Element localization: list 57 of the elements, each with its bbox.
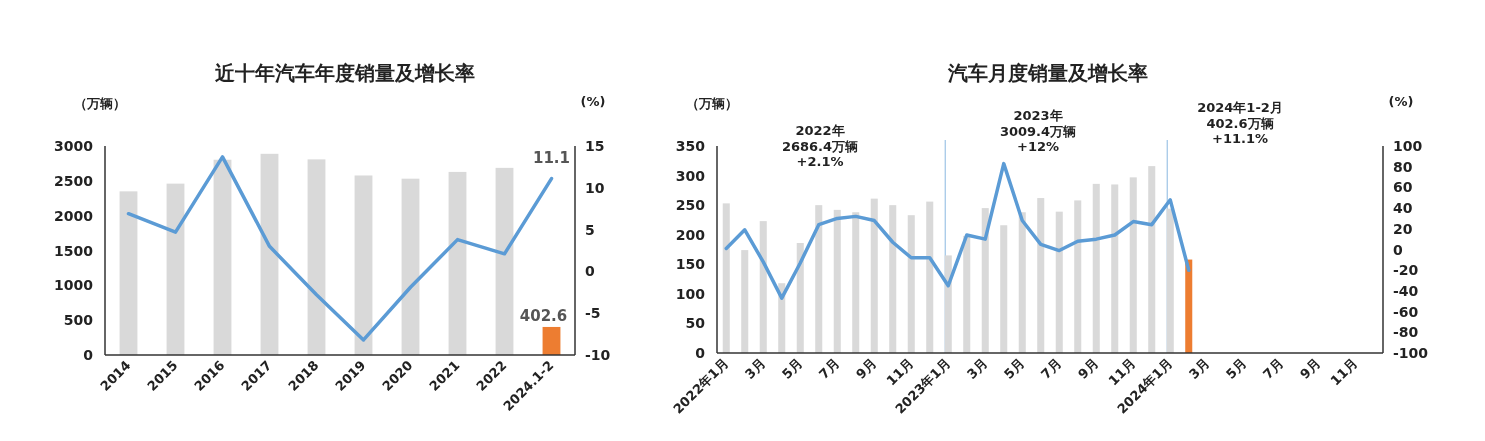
y2-tick-label: 0 [1393, 241, 1403, 258]
y2-tick-label: 5 [585, 221, 595, 238]
y2-tick-label: 60 [1393, 179, 1413, 196]
y-tick-label: 200 [675, 226, 706, 243]
y2-tick-label: 10 [585, 179, 605, 196]
x-tick-label: 3月 [742, 355, 769, 382]
y-tick-label: 350 [675, 138, 706, 154]
annotation: 2024年1-2月 402.6万辆 +11.1% [1197, 100, 1283, 147]
y-tick-label: 2000 [54, 207, 94, 224]
y2-axis-title: (%) [1388, 94, 1414, 109]
x-tick-label: 11月 [1327, 355, 1361, 389]
x-tick-label: 3月 [964, 355, 991, 382]
x-tick-label: 7月 [1038, 355, 1065, 382]
x-tick-label: 9月 [1075, 355, 1102, 382]
chart-title: 近十年汽车年度销量及增长率 [214, 61, 475, 85]
y-axis-title: （万辆） [686, 96, 738, 111]
y-tick-label: 100 [675, 285, 706, 302]
x-tick-label: 3月 [1186, 355, 1213, 382]
x-tick-label: 5月 [1223, 355, 1250, 382]
y2-tick-label: 40 [1393, 200, 1413, 217]
x-tick-label: 7月 [1260, 355, 1287, 382]
y2-tick-label: 80 [1393, 158, 1413, 175]
annotation: 2023年 3009.4万辆 +12% [999, 108, 1077, 155]
x-tick-label: 9月 [853, 355, 880, 382]
y-tick-label: 300 [675, 167, 706, 184]
y2-tick-label: -40 [1393, 282, 1419, 299]
y2-axis-title: (%) [580, 94, 606, 109]
y-tick-label: 150 [675, 256, 706, 273]
data-label: 402.6 [519, 306, 568, 325]
x-tick-label: 5月 [779, 355, 806, 382]
y-tick-label: 0 [695, 345, 706, 361]
y2-tick-label: -100 [1393, 345, 1429, 361]
annotation: 2022年 2686.4万辆 +2.1% [781, 123, 859, 170]
x-tick-label: 5月 [1001, 355, 1028, 382]
x-tick-label: 7月 [816, 355, 843, 382]
y-tick-label: 250 [675, 197, 706, 214]
y2-tick-label: -60 [1393, 303, 1419, 320]
y-tick-label: 0 [83, 347, 94, 363]
y2-tick-label: 0 [585, 263, 595, 280]
y2-tick-label: -80 [1393, 324, 1419, 341]
y2-tick-label: 20 [1393, 220, 1413, 237]
x-tick-label: 9月 [1297, 355, 1324, 382]
y-tick-label: 50 [685, 315, 706, 332]
x-tick-label: 11月 [1105, 355, 1139, 389]
y2-tick-label: -5 [585, 305, 601, 322]
y2-tick-label: -20 [1393, 262, 1419, 279]
y-tick-label: 1000 [54, 277, 94, 294]
y-tick-label: 2500 [54, 172, 94, 189]
y-axis-title: （万辆） [74, 96, 126, 111]
chart-title: 汽车月度销量及增长率 [947, 61, 1148, 85]
y2-tick-label: 100 [1393, 138, 1423, 154]
y2-tick-label: 15 [585, 138, 605, 154]
y-tick-label: 500 [63, 312, 94, 329]
data-label: 11.1 [532, 148, 571, 167]
y-tick-label: 1500 [54, 242, 94, 259]
y-tick-label: 3000 [54, 138, 94, 154]
y2-tick-label: -10 [585, 347, 611, 363]
